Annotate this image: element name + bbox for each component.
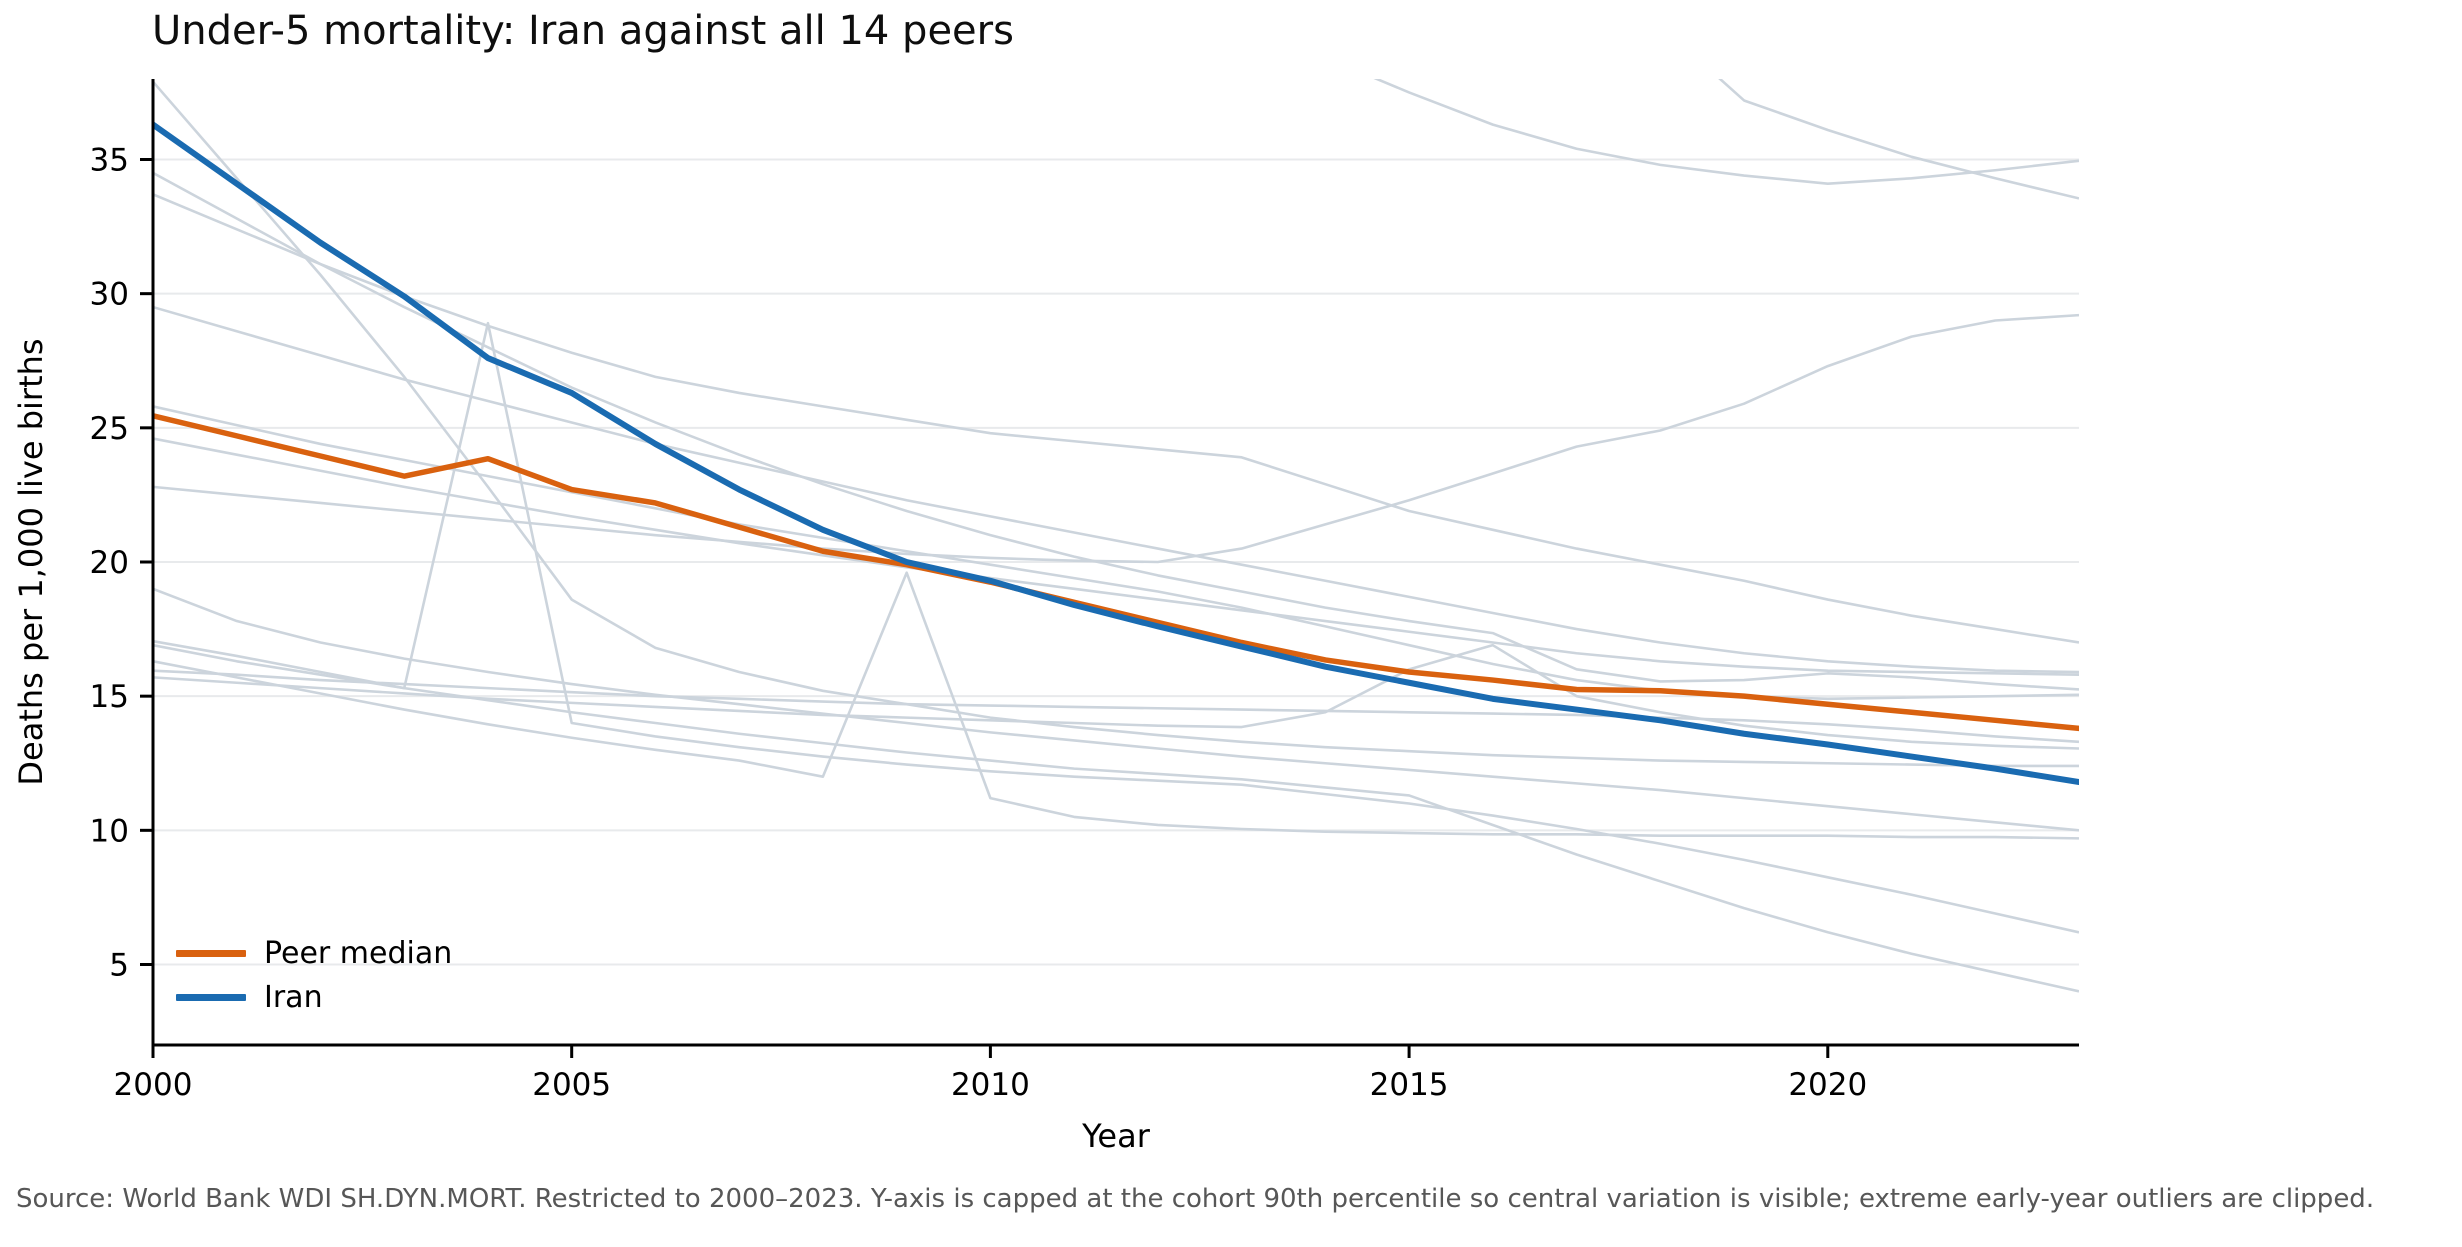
- x-axis-label: Year: [1081, 1117, 1151, 1155]
- x-tick-label-2000: 2000: [114, 1067, 193, 1103]
- legend-item-iran: Iran: [176, 979, 452, 1015]
- y-tick-label-35: 35: [90, 143, 129, 179]
- y-tick-label-5: 5: [109, 948, 129, 984]
- peer-riser-line: [153, 313, 2079, 564]
- source-footnote: Source: World Bank WDI SH.DYN.MORT. Rest…: [16, 1184, 2375, 1214]
- legend-item-peer-median: Peer median: [176, 935, 453, 971]
- peer-4-line: [153, 305, 2079, 674]
- peer-median-line-swatch: [176, 949, 246, 957]
- legend-label-peer-median: Peer median: [264, 935, 453, 971]
- x-tick-label-2005: 2005: [532, 1067, 611, 1103]
- legend: Peer median Iran: [176, 935, 453, 1015]
- peer-steep-faller-line: [153, 80, 2079, 768]
- y-tick-label-20: 20: [90, 545, 129, 581]
- x-tick-label-2010: 2010: [951, 1067, 1030, 1103]
- chart-title: Under-5 mortality: Iran against all 14 p…: [152, 8, 1014, 54]
- y-tick-label-30: 30: [90, 277, 129, 313]
- y-tick-label-10: 10: [90, 813, 129, 849]
- x-tick-label-2015: 2015: [1370, 1067, 1449, 1103]
- peer-5-line: [153, 405, 2079, 701]
- y-tick-label-15: 15: [90, 679, 129, 715]
- peer-top-entrant-b-line: [1718, 79, 2079, 200]
- peer-top-entrant-a-line: [1373, 79, 2079, 185]
- legend-label-iran: Iran: [264, 979, 323, 1015]
- peer-spike-2009-line: [153, 571, 2079, 840]
- peer-8-line: [153, 587, 2079, 832]
- peer-11-line: [153, 669, 2079, 744]
- y-axis-label: Deaths per 1,000 live births: [12, 338, 50, 785]
- peer-spike-2004-line: [153, 321, 2079, 934]
- x-tick-label-2020: 2020: [1788, 1067, 1867, 1103]
- peer-median-line: [153, 413, 2079, 732]
- peer-3-line: [153, 193, 2079, 644]
- peer-2-line: [153, 171, 2079, 691]
- y-tick-label-25: 25: [90, 411, 129, 447]
- iran-line: [153, 121, 2079, 786]
- peer-plunger-line: [153, 643, 2079, 993]
- peer-6-line: [153, 437, 2079, 676]
- iran-line-swatch: [176, 993, 246, 1001]
